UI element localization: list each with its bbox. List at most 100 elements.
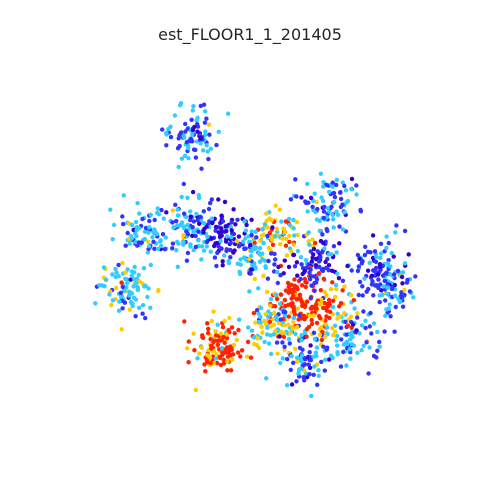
scatter-point	[378, 262, 382, 266]
scatter-point	[130, 236, 134, 240]
scatter-point	[195, 218, 199, 222]
scatter-point	[323, 335, 327, 339]
scatter-point	[196, 238, 200, 242]
scatter-point	[302, 317, 306, 321]
scatter-point	[249, 356, 253, 360]
scatter-point	[352, 306, 356, 310]
scatter-point	[140, 217, 144, 221]
scatter-point	[186, 232, 190, 236]
scatter-point	[289, 197, 293, 201]
scatter-point	[124, 270, 128, 274]
scatter-point	[109, 303, 113, 307]
scatter-point	[310, 318, 314, 322]
scatter-point	[201, 148, 205, 152]
scatter-point	[258, 246, 262, 250]
scatter-point	[149, 263, 153, 267]
scatter-point	[249, 233, 253, 237]
scatter-point	[136, 288, 140, 292]
scatter-point	[271, 243, 275, 247]
scatter-point	[210, 216, 214, 220]
scatter-point	[363, 245, 367, 249]
scatter-point	[226, 259, 230, 263]
scatter-point	[316, 249, 320, 253]
scatter-point	[330, 280, 334, 284]
scatter-point	[312, 373, 316, 377]
scatter-point	[258, 315, 262, 319]
scatter-point	[318, 229, 322, 233]
scatter-point	[160, 127, 164, 131]
scatter-point	[120, 306, 124, 310]
scatter-point	[204, 225, 208, 229]
scatter-point	[137, 306, 141, 310]
scatter-point	[358, 208, 362, 212]
scatter-point	[142, 284, 146, 288]
scatter-point	[224, 249, 228, 253]
scatter-point	[318, 255, 322, 259]
scatter-point	[246, 340, 250, 344]
scatter-point	[232, 343, 236, 347]
scatter-point	[180, 195, 184, 199]
scatter-point	[310, 259, 314, 263]
scatter-point	[335, 250, 339, 254]
scatter-point	[205, 235, 209, 239]
scatter-point	[366, 250, 370, 254]
scatter-point	[265, 332, 269, 336]
scatter-point	[231, 207, 235, 211]
scatter-point	[278, 273, 282, 277]
scatter-point	[284, 244, 288, 248]
scatter-point	[192, 219, 196, 223]
scatter-point	[130, 301, 134, 305]
scatter-point	[206, 149, 210, 153]
scatter-point	[275, 227, 279, 231]
scatter-point	[310, 256, 314, 260]
scatter-point	[221, 219, 225, 223]
scatter-point	[366, 371, 370, 375]
scatter-point	[274, 204, 278, 208]
scatter-point	[334, 338, 338, 342]
scatter-point	[317, 259, 321, 263]
scatter-point	[371, 293, 375, 297]
scatter-point	[304, 258, 308, 262]
scatter-point	[230, 228, 234, 232]
scatter-point	[223, 200, 227, 204]
scatter-point	[142, 266, 146, 270]
scatter-point	[206, 327, 210, 331]
scatter-point	[108, 208, 112, 212]
scatter-point	[185, 259, 189, 263]
scatter-point	[285, 383, 289, 387]
scatter-point	[231, 352, 235, 356]
scatter-point	[362, 344, 366, 348]
scatter-point	[250, 329, 254, 333]
scatter-point	[326, 206, 330, 210]
scatter-point	[93, 301, 97, 305]
scatter-point	[315, 345, 319, 349]
scatter-point	[303, 199, 307, 203]
scatter-point	[202, 362, 206, 366]
scatter-point	[400, 275, 404, 279]
scatter-point	[382, 329, 386, 333]
scatter-point	[331, 181, 335, 185]
scatter-point	[403, 261, 407, 265]
scatter-point	[384, 246, 388, 250]
scatter-point	[229, 241, 233, 245]
scatter-point	[181, 233, 185, 237]
scatter-point	[175, 207, 179, 211]
scatter-point	[342, 311, 346, 315]
scatter-point	[339, 326, 343, 330]
scatter-point	[170, 246, 174, 250]
scatter-point	[339, 197, 343, 201]
scatter-point	[186, 360, 190, 364]
scatter-point	[231, 250, 235, 254]
scatter-point	[230, 325, 234, 329]
scatter-point	[190, 132, 194, 136]
scatter-point	[117, 309, 121, 313]
scatter-point	[272, 262, 276, 266]
scatter-point	[297, 313, 301, 317]
scatter-point	[202, 209, 206, 213]
scatter-point	[134, 220, 138, 224]
scatter-point	[195, 130, 199, 134]
scatter-point	[276, 281, 280, 285]
scatter-point	[260, 234, 264, 238]
scatter-point	[295, 360, 299, 364]
scatter-point	[235, 338, 239, 342]
